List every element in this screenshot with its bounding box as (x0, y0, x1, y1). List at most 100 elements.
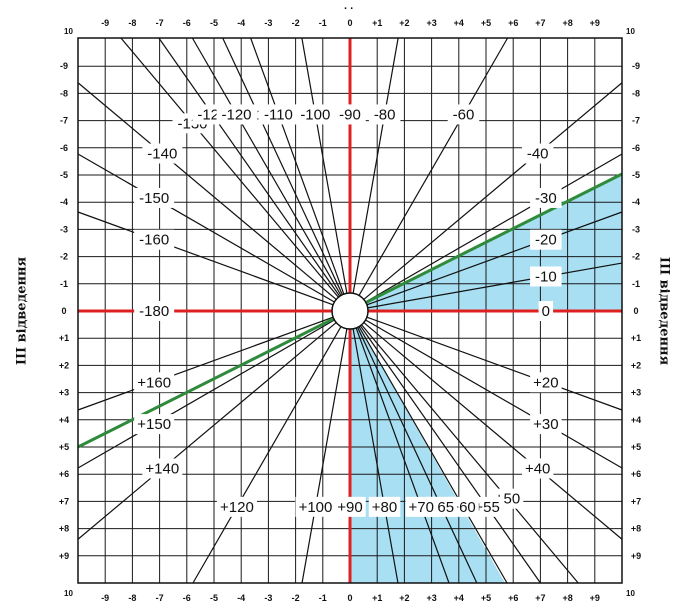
x-tick-label-top: +5 (481, 18, 491, 28)
y-tick-label-left: +5 (59, 442, 69, 452)
ray-label-background (134, 229, 175, 250)
y-tick-label-right: -9 (632, 61, 640, 71)
x-tick-label-top: -1 (319, 18, 327, 28)
ray-angle-label: +160 (137, 374, 171, 391)
ray-angle-label: -30 (535, 190, 557, 207)
x-tick-label-top: +3 (426, 18, 436, 28)
grid-border (77, 37, 623, 584)
ray-label-background (216, 104, 257, 125)
y-tick-label-left: +9 (59, 551, 69, 561)
ray-label-background (530, 414, 562, 435)
y-tick-label-left: +7 (59, 496, 69, 506)
ray-angle-label: -80 (374, 106, 396, 123)
ray-line (250, 37, 345, 295)
x-tick-label-bottom: -3 (264, 593, 272, 603)
ray-label-background (538, 301, 554, 321)
ray-line (301, 37, 348, 294)
ray-line (366, 211, 623, 306)
y-tick-label-left: -5 (60, 170, 68, 180)
y-tick-label-left: +3 (59, 388, 69, 398)
ray-label-background (134, 414, 175, 435)
x-tick-label-bottom: +2 (399, 593, 409, 603)
ray-angle-label: -20 (535, 232, 557, 249)
ray-line (358, 326, 508, 584)
y-tick-label-right: +1 (631, 333, 641, 343)
ray-angle-label: +150 (137, 416, 171, 433)
y-tick-label-left: -7 (60, 116, 68, 126)
x-tick-label-bottom: -6 (183, 593, 191, 603)
ray-line (359, 325, 541, 584)
ray-lines (77, 37, 623, 584)
x-tick-label-bottom: +1 (372, 593, 382, 603)
y-tick-label-left: -1 (60, 279, 68, 289)
ray-angle-label: -100 (300, 106, 330, 123)
ray-line (352, 37, 399, 294)
right-lead-label: III відведення (657, 257, 672, 366)
ray-label-background (142, 458, 183, 479)
y-tick-label-right: -7 (632, 116, 640, 126)
y-tick-label-right: -5 (632, 170, 640, 180)
ray-angle-label: -150 (139, 190, 169, 207)
ray-line (355, 327, 450, 584)
ray-line (301, 328, 348, 584)
x-tick-label-top: 0 (347, 18, 352, 28)
ray-line (222, 37, 343, 295)
x-tick-label-bottom: +7 (535, 593, 545, 603)
ray-label-background (530, 266, 562, 287)
y-tick-label-right: +3 (631, 388, 641, 398)
ray-line (77, 322, 337, 540)
ray-line (191, 37, 342, 296)
x-tick-label-top: -2 (292, 18, 300, 28)
ray-angle-label: -160 (139, 232, 169, 249)
y-tick-label-left: +8 (59, 524, 69, 534)
ray-angle-label: -90 (339, 106, 361, 123)
x-tick-label-bottom: +3 (426, 593, 436, 603)
ray-line (192, 326, 342, 584)
y-tick-label-right: -8 (632, 88, 640, 98)
y-tick-label-right: 0 (633, 306, 638, 316)
y-tick-label-right: +2 (631, 360, 641, 370)
ray-label-background (142, 143, 183, 164)
ray-line (77, 316, 334, 411)
ray-line (120, 37, 339, 298)
y-tick-label-right: -2 (632, 252, 640, 262)
x-tick-label-top: -9 (101, 18, 109, 28)
ray-label-background (471, 496, 503, 517)
ray-label-background (295, 104, 336, 125)
ray-line (365, 319, 623, 469)
y-tick-label-left: +6 (59, 469, 69, 479)
ray-angle-labels: -115-110 -100 -90 -80 -60-40-30-20-100+20+30… (134, 104, 562, 517)
ray-label-background (521, 143, 554, 164)
ray-label-background (134, 187, 175, 208)
ray-line (363, 322, 623, 540)
ray-angle-label: -40 (527, 146, 549, 163)
y-tick-label-right: -1 (632, 279, 640, 289)
corner-label-top-left: 10 (64, 27, 73, 36)
ray-line (77, 319, 335, 469)
y-tick-label-right: -6 (632, 143, 640, 153)
left-lead-label: III відведення (15, 256, 30, 365)
y-tick-label-left: +2 (59, 360, 69, 370)
y-tick-label-right: +4 (631, 415, 641, 425)
ray-label-background (447, 104, 480, 125)
ray-label-background (521, 458, 554, 479)
ray-label-background (295, 496, 336, 517)
ray-angle-label: +30 (533, 416, 558, 433)
ray-angle-label: +70 (409, 499, 434, 516)
ray-label-background (334, 496, 366, 517)
x-tick-label-top: +9 (590, 18, 600, 28)
ray-label-background (405, 496, 438, 517)
y-tick-label-left: +4 (59, 415, 69, 425)
y-tick-label-right: +5 (631, 442, 641, 452)
y-tick-label-left: -3 (60, 224, 68, 234)
y-tick-label-left: +1 (59, 333, 69, 343)
x-tick-label-top: -6 (183, 18, 191, 28)
ray-label-background (134, 301, 175, 321)
ray-angle-label: +55 (474, 499, 499, 516)
x-tick-label-bottom: +8 (562, 593, 572, 603)
ray-angle-label: +40 (525, 460, 550, 477)
x-tick-label-top: +6 (508, 18, 518, 28)
y-tick-label-left: -4 (60, 197, 68, 207)
ray-line (357, 327, 478, 584)
ray-angle-label: -120 (222, 106, 252, 123)
